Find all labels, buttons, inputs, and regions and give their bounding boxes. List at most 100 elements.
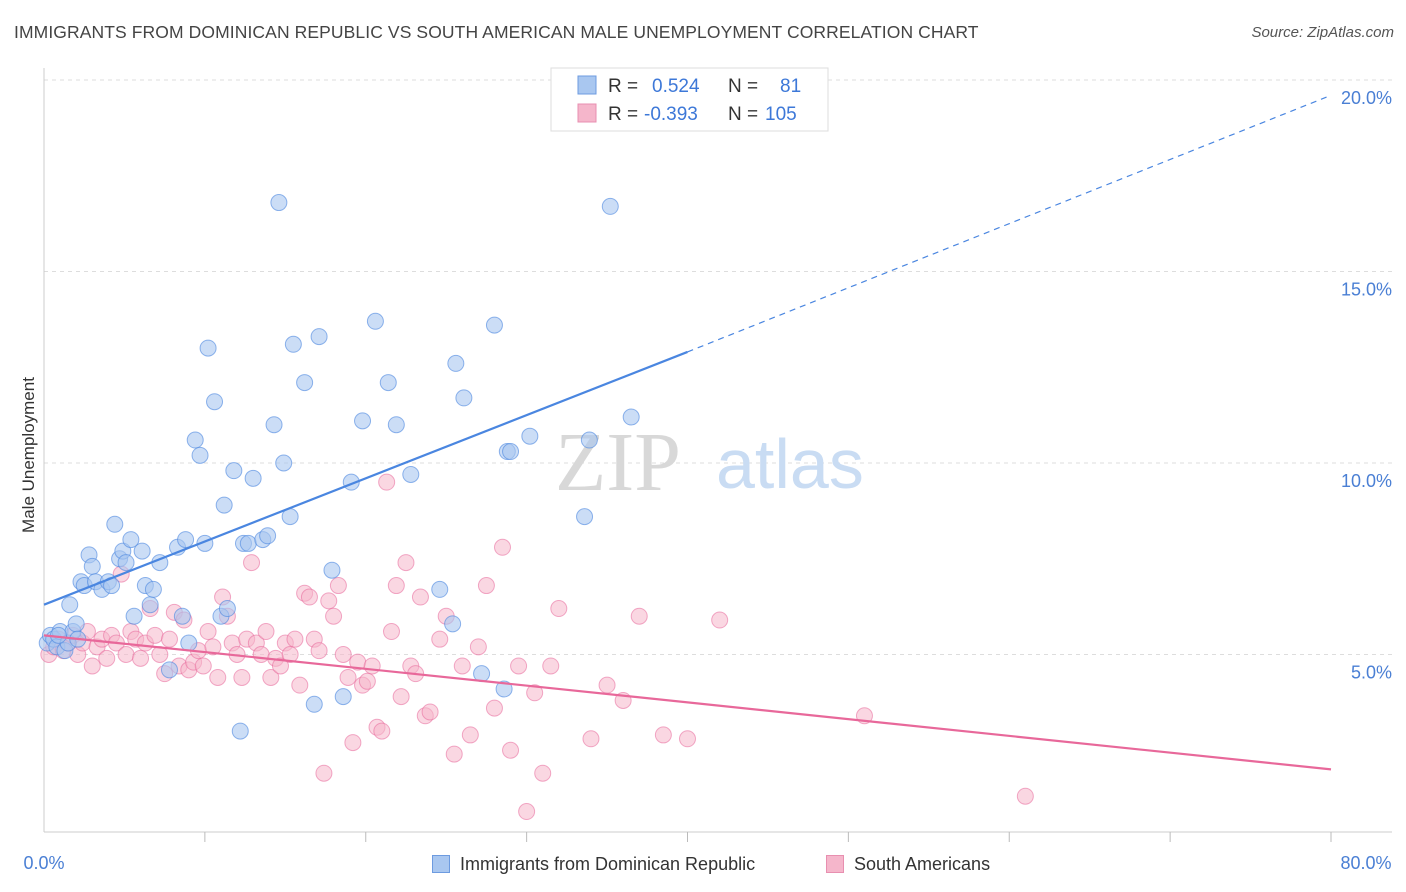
watermark-atlas: atlas <box>716 425 864 503</box>
chart-title: IMMIGRANTS FROM DOMINICAN REPUBLIC VS SO… <box>14 22 979 42</box>
scatter-point-south-american <box>300 588 318 606</box>
legend-swatch-blue <box>577 75 597 95</box>
x-ticks <box>204 832 1332 842</box>
scatter-point-south-american <box>630 607 648 625</box>
scatter-point-dominican <box>106 515 124 533</box>
x-tick-label-max: 80.0% <box>1340 853 1391 873</box>
scatter-point-south-american <box>291 676 309 694</box>
scatter-point-south-american <box>358 672 376 690</box>
scatter-point-south-american <box>257 623 275 641</box>
scatter-point-dominican <box>191 446 209 464</box>
scatter-point-south-american <box>382 623 400 641</box>
trend-line-dominican <box>43 350 688 606</box>
y-axis-label: Male Unemployment <box>19 377 38 533</box>
scatter-point-dominican <box>133 542 151 560</box>
scatter-point-dominican <box>402 465 420 483</box>
scatter-point-south-american <box>286 630 304 648</box>
scatter-point-dominican <box>206 393 224 411</box>
scatter-point-dominican <box>125 607 143 625</box>
scatter-point-dominican <box>177 531 195 549</box>
scatter-point-south-american <box>411 588 429 606</box>
scatter-point-south-american <box>445 745 463 763</box>
legend-swatch-south-american <box>826 855 844 873</box>
scatter-point-south-american <box>146 626 164 644</box>
scatter-point-south-american <box>502 741 520 759</box>
scatter-point-south-american <box>310 642 328 660</box>
trend-lines <box>43 94 1332 771</box>
scatter-point-dominican <box>455 389 473 407</box>
stats-legend-box <box>550 67 829 132</box>
scatter-point-dominican <box>444 615 462 633</box>
scatter-point-south-american <box>421 703 439 721</box>
scatter-point-dominican <box>387 416 405 434</box>
scatter-point-dominican <box>186 431 204 449</box>
scatter-point-dominican <box>275 454 293 472</box>
legend-item-dominican[interactable]: Immigrants from Dominican Republic <box>432 850 755 878</box>
scatter-point-south-american <box>461 726 479 744</box>
watermark: ZIP atlas <box>555 416 864 509</box>
scatter-point-south-american <box>315 764 333 782</box>
scatter-point-south-american <box>344 734 362 752</box>
scatter-point-dominican <box>379 374 397 392</box>
scatter-point-south-american <box>510 657 528 675</box>
scatter-point-south-american <box>132 649 150 667</box>
scatter-point-south-american <box>526 684 544 702</box>
scatter-point-south-american <box>281 646 299 663</box>
scatter-point-south-american <box>199 623 217 641</box>
scatter-point-dominican <box>334 688 352 706</box>
scatter-point-south-american <box>373 722 391 740</box>
scatter-point-south-american <box>582 730 600 748</box>
scatter-point-south-american <box>325 607 343 625</box>
scatter-point-dominican <box>485 316 503 334</box>
scatter-point-dominican <box>259 527 277 545</box>
scatter-point-dominican <box>218 600 236 618</box>
scatter-point-south-american <box>252 646 270 663</box>
scatter-point-dominican <box>144 580 162 598</box>
scatter-point-south-american <box>243 554 261 572</box>
scatter-point-dominican <box>323 561 341 579</box>
scatter-point-dominican <box>601 197 619 215</box>
trend-line-dominican-extension <box>687 94 1332 353</box>
scatter-point-south-american <box>339 668 357 686</box>
scatter-point-south-american <box>334 646 352 663</box>
legend-label-south-american: South Americans <box>854 853 991 874</box>
scatter-point-south-american <box>98 649 116 667</box>
scatter-point-dominican <box>580 431 598 449</box>
scatter-point-dominican <box>296 374 314 392</box>
scatter-point-south-american <box>204 638 222 656</box>
scatter-point-dominican <box>215 496 233 514</box>
scatter-point-south-american <box>160 630 178 648</box>
scatter-point-dominican <box>160 661 178 679</box>
scatter-point-south-american <box>392 688 410 706</box>
scatter-point-south-american <box>534 764 552 782</box>
scatter-point-dominican <box>502 443 520 461</box>
y-tick-label: 20.0% <box>1341 88 1392 108</box>
scatter-point-south-american <box>493 538 511 556</box>
legend-item-south-american[interactable]: South Americans <box>826 850 990 878</box>
scatter-point-dominican <box>83 557 101 575</box>
scatter-point-south-american <box>329 577 347 595</box>
scatter-point-dominican <box>67 615 85 633</box>
scatter-point-south-american <box>363 657 381 675</box>
legend-r-label-1: R = <box>608 76 638 97</box>
legend-n-label-2: N = <box>728 104 758 125</box>
scatter-point-south-american <box>233 668 251 686</box>
scatter-point-south-american <box>598 676 616 694</box>
scatter-point-dominican <box>122 531 140 549</box>
y-tick-label: 10.0% <box>1341 471 1392 491</box>
scatter-point-south-american <box>518 803 536 821</box>
scatter-point-dominican <box>199 339 217 357</box>
scatter-point-dominican <box>366 312 384 330</box>
scatter-point-dominican <box>173 607 191 625</box>
scatter-point-dominican <box>117 554 135 572</box>
y-tick-labels: 5.0% 10.0% 15.0% 20.0% <box>1341 88 1392 683</box>
scatter-point-dominican <box>270 194 288 212</box>
scatter-point-south-american <box>1016 787 1034 805</box>
scatter-point-dominican <box>622 408 640 426</box>
scatter-point-south-american <box>271 657 289 675</box>
scatter-point-south-american <box>117 646 135 663</box>
scatter-point-dominican <box>180 634 198 652</box>
scatter-point-south-american <box>320 592 338 610</box>
series-dominican-republic <box>38 194 640 740</box>
legend-label-dominican: Immigrants from Dominican Republic <box>460 853 756 874</box>
